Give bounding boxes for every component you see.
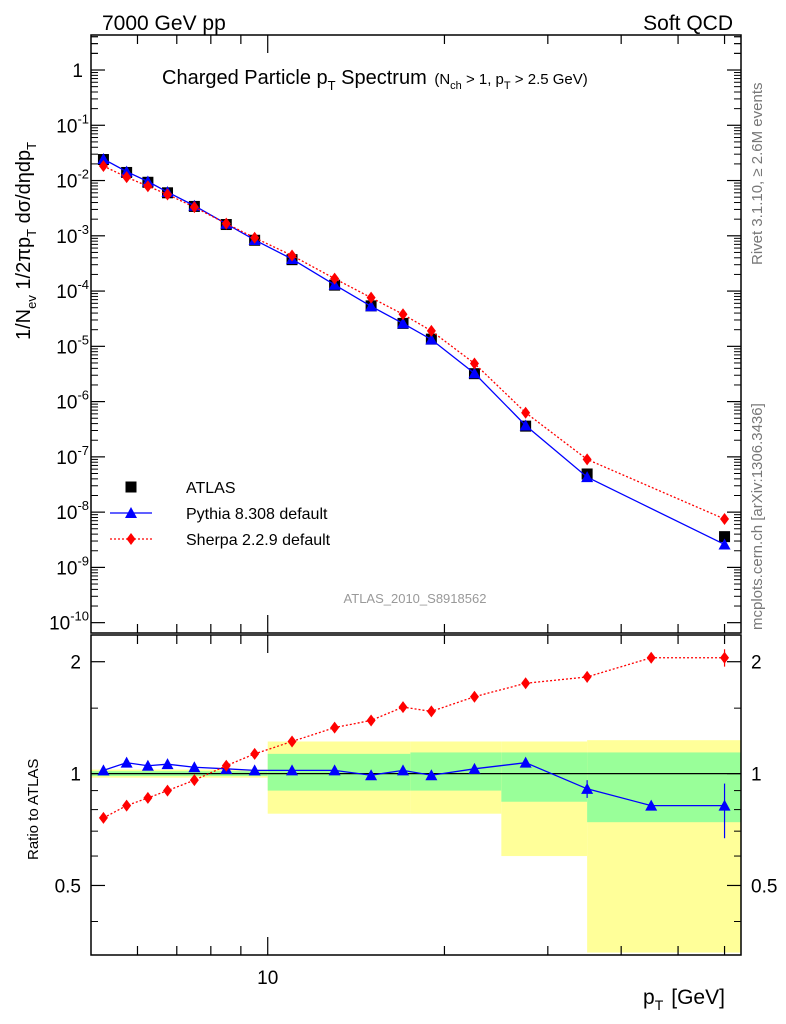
legend-marker	[125, 507, 137, 518]
rtick-label-r: 1	[751, 765, 762, 786]
ratio-point-sherpa	[366, 714, 376, 727]
point-sherpa	[521, 406, 531, 419]
point-sherpa	[189, 201, 199, 214]
ratio-point-pythia	[519, 756, 532, 768]
main-frame	[90, 34, 742, 634]
point-pythia	[519, 419, 532, 431]
ytick-label: 10-9	[56, 553, 89, 579]
ratio-point-sherpa	[250, 747, 260, 760]
xtick-label: 10	[257, 968, 278, 989]
point-sherpa	[221, 217, 231, 230]
point-sherpa	[469, 357, 479, 370]
ratio-point-sherpa	[189, 774, 199, 787]
ratio-point-pythia	[286, 764, 299, 776]
ytick-label: 10-7	[56, 443, 89, 469]
point-sherpa	[366, 291, 376, 304]
legend-marker	[126, 533, 136, 545]
ratio-point-sherpa	[469, 690, 479, 703]
ytick-label: 10-3	[56, 222, 89, 248]
rtick-label-r: 2	[751, 653, 762, 674]
point-sherpa	[163, 188, 173, 201]
ratio-point-pythia	[248, 764, 261, 776]
point-sherpa	[426, 324, 436, 337]
point-pythia	[397, 317, 410, 329]
legend-label: Pythia 8.308 default	[186, 506, 328, 523]
point-pythia	[581, 471, 594, 483]
main-title: Charged Particle pT Spectrum (Nch > 1, p…	[162, 67, 588, 93]
point-pythia	[425, 333, 438, 345]
ytick-label: 10-6	[56, 388, 89, 414]
point-sherpa	[250, 231, 260, 244]
point-sherpa	[122, 171, 132, 184]
legend-label: ATLAS	[186, 480, 236, 497]
ratio-point-sherpa	[426, 705, 436, 718]
point-pythia	[365, 300, 378, 312]
point-pythia	[120, 165, 133, 177]
band-inner-4	[587, 752, 741, 823]
ratio-point-pythia	[120, 756, 133, 768]
ratio-point-pythia	[141, 759, 154, 771]
rtick-label: 1	[70, 765, 81, 786]
ratio-frame	[90, 634, 742, 956]
ratio-point-sherpa	[330, 721, 340, 734]
ratio-point-pythia	[161, 758, 174, 770]
ytick-label: 1	[72, 61, 83, 82]
legend-marker	[125, 481, 137, 493]
rivet-label: Rivet 3.1.10, ≥ 2.6M events	[749, 83, 766, 266]
point-sherpa	[143, 180, 153, 193]
ratio-plot: 10 0.5 0.5 1 1 2 2	[55, 634, 777, 989]
point-sherpa	[398, 308, 408, 321]
band-inner-3	[501, 752, 588, 802]
ratio-point-sherpa	[163, 784, 173, 797]
ratio-point-sherpa	[221, 759, 231, 772]
point-sherpa	[98, 160, 108, 173]
mcplots-label: mcplots.cern.ch [arXiv:1306.3436]	[749, 403, 766, 630]
ytick-label: 10-4	[56, 277, 89, 303]
main-ylabel: 1/Nev 1/2πpT dσ/dηdpT	[13, 142, 39, 340]
ratio-point-sherpa	[646, 651, 656, 664]
ytick-label: 10-2	[56, 167, 89, 193]
x-axis-label: pT [GeV]	[643, 986, 725, 1013]
header-right: Soft QCD	[643, 12, 733, 35]
point-atlas	[719, 531, 731, 543]
point-pythia	[468, 367, 481, 379]
rtick-label: 0.5	[55, 876, 81, 897]
ytick-label: 10-10	[49, 609, 89, 635]
point-pythia	[97, 153, 110, 165]
rtick-label-r: 0.5	[751, 876, 777, 897]
point-sherpa	[720, 513, 730, 526]
ratio-point-pythia	[97, 764, 110, 776]
ratio-point-sherpa	[143, 791, 153, 804]
ratio-point-pythia	[365, 769, 378, 781]
series-line-sherpa	[103, 165, 725, 520]
point-sherpa	[330, 272, 340, 285]
main-plot: 1 10-1 10-2 10-3 10-4 10-5 10-6 10-7 10-8 10-9 10-…	[49, 34, 742, 635]
ratio-point-pythia	[328, 764, 341, 776]
point-pythia	[718, 538, 731, 550]
ratio-point-pythia	[468, 762, 481, 774]
ratio-point-pythia	[645, 799, 658, 811]
legend-label: Sherpa 2.2.9 default	[186, 532, 331, 549]
point-sherpa	[287, 249, 297, 262]
ratio-point-sherpa	[398, 701, 408, 714]
legend: ATLAS Pythia 8.308 default Sherpa 2.2.9 de…	[110, 480, 331, 549]
ratio-point-sherpa	[287, 735, 297, 748]
watermark: ATLAS_2010_S8918562	[344, 591, 487, 606]
rtick-label: 2	[70, 653, 81, 674]
ytick-label: 10-1	[56, 111, 89, 137]
ratio-point-sherpa	[122, 799, 132, 812]
ratio-ylabel: Ratio to ATLAS	[25, 759, 42, 860]
ratio-point-pythia	[425, 769, 438, 781]
ratio-point-sherpa	[98, 811, 108, 824]
header-left: 7000 GeV pp	[102, 12, 226, 35]
ytick-label: 10-8	[56, 498, 89, 524]
ytick-label: 10-5	[56, 332, 89, 358]
ratio-point-pythia	[397, 764, 410, 776]
point-sherpa	[582, 453, 592, 466]
ratio-point-pythia	[188, 761, 201, 773]
series-line-pythia	[103, 158, 725, 546]
